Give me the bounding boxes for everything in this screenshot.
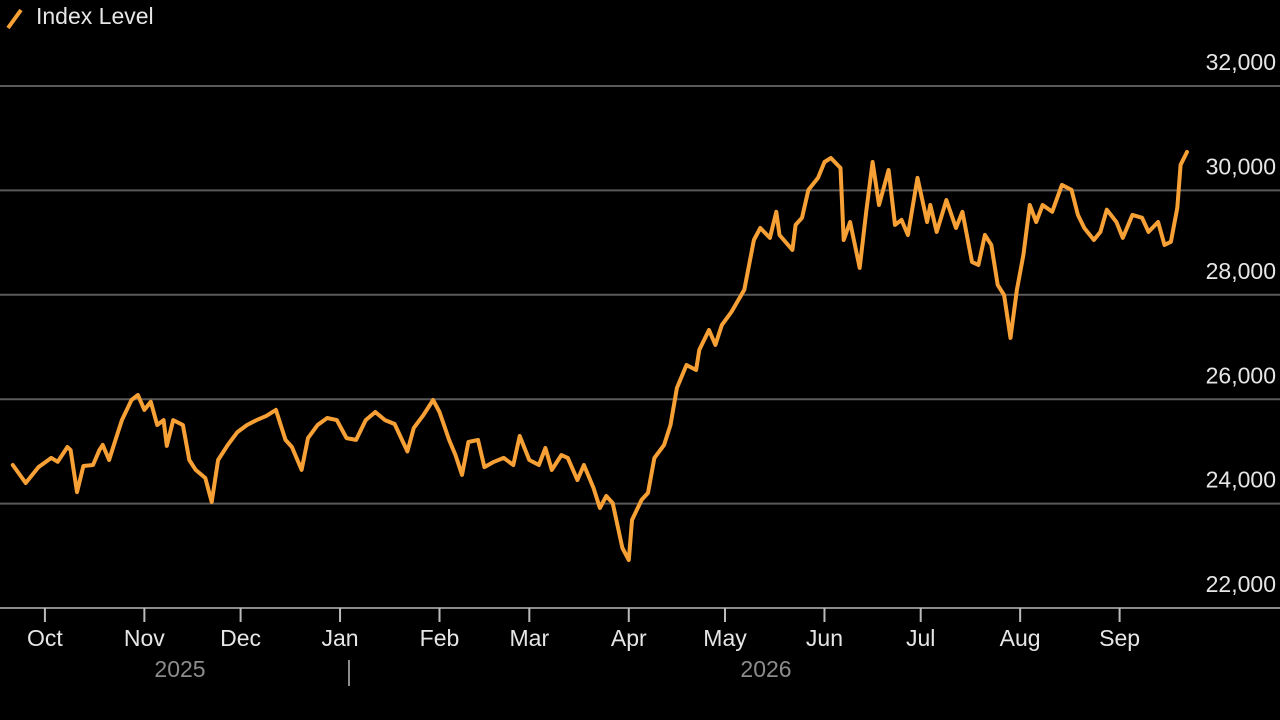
year-label: 2026 bbox=[740, 656, 791, 682]
y-tick-label: 24,000 bbox=[1206, 467, 1276, 493]
x-tick-label: Jun bbox=[806, 625, 843, 651]
legend-icon bbox=[6, 8, 23, 30]
legend-label: Index Level bbox=[36, 3, 154, 29]
x-tick-label: May bbox=[703, 625, 747, 651]
y-tick-label: 28,000 bbox=[1206, 258, 1276, 284]
x-tick-label: Apr bbox=[611, 625, 647, 651]
x-tick-label: Sep bbox=[1099, 625, 1140, 651]
year-label: 2025 bbox=[154, 656, 205, 682]
y-tick-label: 26,000 bbox=[1206, 362, 1276, 388]
y-tick-label: 32,000 bbox=[1206, 49, 1276, 75]
y-tick-label: 22,000 bbox=[1206, 571, 1276, 597]
x-tick-label: Mar bbox=[510, 625, 550, 651]
x-tick-label: Oct bbox=[27, 625, 63, 651]
x-tick-label: Jul bbox=[906, 625, 935, 651]
x-tick-label: Nov bbox=[124, 625, 165, 651]
line-series bbox=[10, 150, 1189, 562]
x-tick-label: Feb bbox=[420, 625, 460, 651]
x-tick-label: Jan bbox=[322, 625, 359, 651]
x-tick-label: Dec bbox=[220, 625, 261, 651]
y-tick-label: 30,000 bbox=[1206, 153, 1276, 179]
x-tick-label: Aug bbox=[1000, 625, 1041, 651]
